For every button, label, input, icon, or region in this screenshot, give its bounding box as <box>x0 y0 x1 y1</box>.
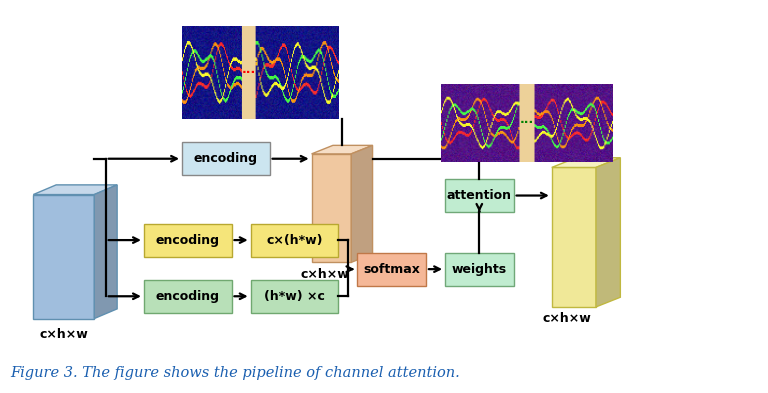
FancyBboxPatch shape <box>182 142 270 175</box>
Polygon shape <box>551 167 596 307</box>
FancyBboxPatch shape <box>144 224 231 257</box>
FancyBboxPatch shape <box>250 224 338 257</box>
Text: encoding: encoding <box>194 152 258 165</box>
Polygon shape <box>312 145 372 154</box>
Text: weights: weights <box>452 263 507 275</box>
Text: encoding: encoding <box>156 290 220 303</box>
Polygon shape <box>312 154 351 263</box>
FancyBboxPatch shape <box>445 253 514 286</box>
Polygon shape <box>94 185 118 319</box>
Polygon shape <box>596 158 621 307</box>
Text: attention: attention <box>447 189 511 202</box>
Text: Figure 3. The figure shows the pipeline of channel attention.: Figure 3. The figure shows the pipeline … <box>11 366 460 380</box>
Text: c×(h*w): c×(h*w) <box>266 233 323 246</box>
Polygon shape <box>351 145 372 263</box>
Polygon shape <box>551 158 621 167</box>
FancyBboxPatch shape <box>250 280 338 313</box>
FancyBboxPatch shape <box>357 253 426 286</box>
Polygon shape <box>33 185 118 195</box>
Text: c×h×w: c×h×w <box>39 327 88 341</box>
Polygon shape <box>33 195 94 319</box>
Text: c×h×w: c×h×w <box>543 312 591 325</box>
FancyBboxPatch shape <box>144 280 231 313</box>
Text: softmax: softmax <box>363 263 420 275</box>
Text: encoding: encoding <box>156 233 220 246</box>
FancyBboxPatch shape <box>445 179 514 212</box>
Text: (h*w) ×c: (h*w) ×c <box>264 290 325 303</box>
Text: c×h×w: c×h×w <box>300 268 349 281</box>
